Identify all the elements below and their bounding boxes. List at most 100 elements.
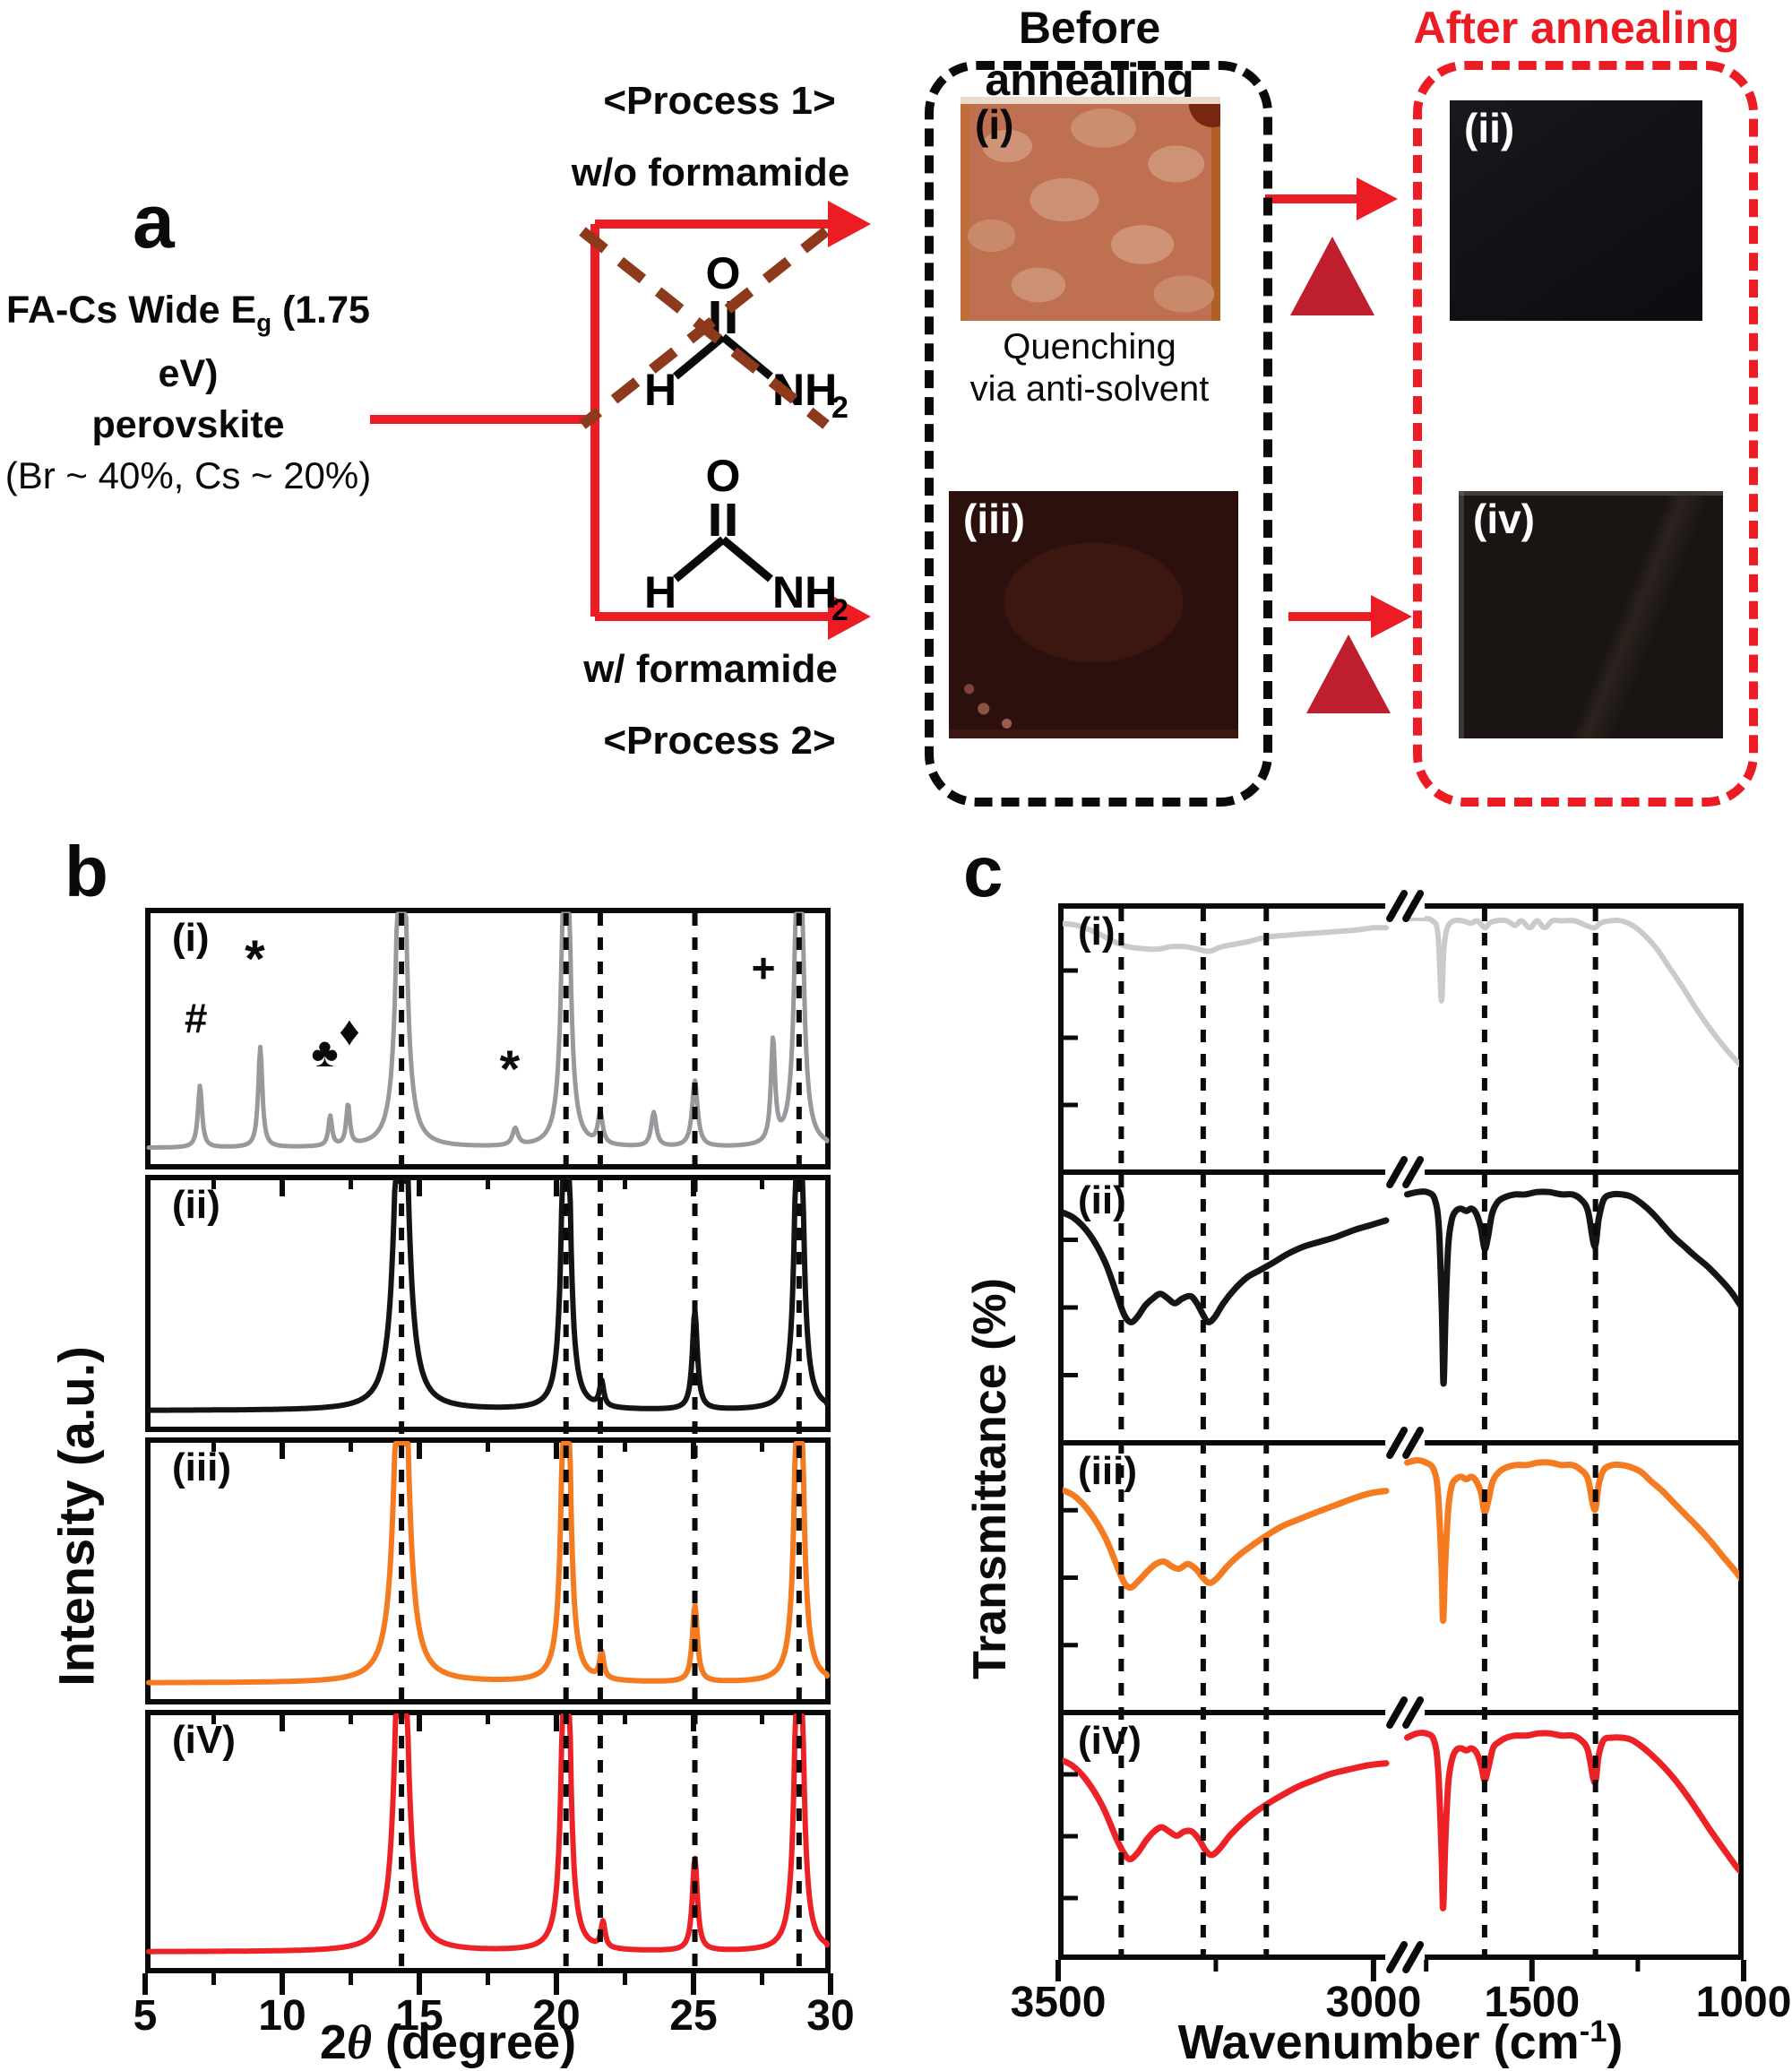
axis-break-slash-icon [1386, 1427, 1409, 1459]
ftir-plot-svg: 3500 3000 1500 1000 [1011, 890, 1791, 2026]
ftir-curve-(ii)-right [1404, 1188, 1739, 1387]
axis-break-slash-icon [1402, 890, 1425, 922]
ftir-curve-group-(ii) [1063, 1188, 1739, 1387]
axis-break-slash-icon [1386, 1941, 1409, 1973]
film-ii-label: (ii) [1464, 105, 1515, 151]
axis-break-slash-icon [1386, 1156, 1409, 1188]
caption-line-1: Quenching [1003, 327, 1176, 367]
ftir-curve-(iii)-right [1404, 1457, 1739, 1624]
ftir-curve-(iii)-left [1063, 1487, 1390, 1592]
xrd-trace-label-iv: (iV) [172, 1718, 236, 1762]
process1-condition: w/o formamide [571, 151, 850, 194]
molecule2-NH: NH [772, 567, 837, 617]
anneal-arrowhead-top-icon [1357, 177, 1398, 220]
before-annealing-box [925, 61, 1272, 807]
formamide-structure-1: O H NH 2 [579, 227, 849, 429]
ftir-tick-label-3500: 3500 [1011, 1979, 1107, 2026]
ftir-curve-group-(iii) [1063, 1457, 1739, 1624]
xrd-symbol-3-diamond: ♦ [339, 1007, 360, 1055]
xrd-subpanel-frame-(i) [145, 908, 831, 1169]
ftir-curve-group-(iv) [1063, 1730, 1739, 1911]
axis-break-slash-icon [1402, 1941, 1425, 1973]
axis-break-slash-icon [1386, 890, 1409, 922]
ftir-curve-(i)-right [1404, 915, 1739, 1068]
after-annealing-title: After annealing [1413, 3, 1740, 53]
film-iv-label: (iv) [1473, 496, 1535, 542]
molecule1-NH-sub2: 2 [831, 391, 849, 425]
xrd-symbol-1-asterisk: * [245, 930, 265, 989]
source-line3: (Br ~ 40%, Cs ~ 20%) [4, 453, 372, 496]
molecule1-O: O [706, 248, 741, 298]
xrd-tick-label-30: 30 [806, 1992, 854, 2040]
process2-title: <Process 2> [603, 719, 836, 763]
ftir-curve-(iv)-right [1404, 1730, 1739, 1911]
heat-triangles [1290, 237, 1391, 713]
process2-condition: w/ formamide [583, 647, 838, 691]
xrd-curve-(ii) [146, 1178, 830, 1413]
ftir-trace-label-iii: (iii) [1078, 1449, 1137, 1493]
heat-triangle-top-icon [1290, 237, 1374, 315]
axis-break-slash-icon [1402, 1696, 1425, 1729]
anneal-arrowhead-bottom-icon [1371, 595, 1412, 638]
molecule2-O: O [706, 451, 741, 501]
crossed-out-x-icon [579, 227, 830, 429]
ftir-tick-label-1500: 1500 [1484, 1979, 1580, 2026]
molecule2-bond-N [720, 536, 773, 582]
molecule2-H: H [644, 567, 676, 617]
film-photo-iii-before-w-formamide: (iii) [949, 491, 1238, 738]
ftir-tick-label-3000: 3000 [1326, 1979, 1422, 2026]
panel-b-letter: b [65, 832, 108, 911]
heat-triangle-bottom-icon [1306, 634, 1391, 713]
xrd-subpanel-frame-(iii) [145, 1437, 831, 1704]
xrd-symbol-5-plus: + [751, 945, 776, 992]
ftir-x-axis-title: Wavenumber (cm-1) [1177, 2015, 1624, 2069]
xrd-curve-(i) [146, 911, 830, 1151]
xrd-trace-label-ii: (ii) [172, 1183, 220, 1227]
ftir-y-axis-title: Transmittance (%) [964, 1278, 1016, 1679]
molecule1-bond-H [673, 333, 726, 380]
ftir-trace-label-ii: (ii) [1078, 1178, 1126, 1222]
caption-line-2: via anti-solvent [969, 369, 1210, 409]
xrd-curve-(iv) [146, 1713, 830, 1955]
molecule2-bond-H [673, 536, 726, 582]
molecule1-H: H [644, 365, 676, 415]
quenching-caption: Quenching via anti-solvent [925, 326, 1254, 410]
xrd-x-axis-title: 2θ (degree) [319, 2015, 577, 2069]
red-arrowheads [828, 177, 1412, 640]
xrd-tick-label-20: 20 [532, 1992, 580, 2040]
xrd-tick-label-15: 15 [395, 1992, 443, 2040]
ftir-tick-label-1000: 1000 [1696, 1979, 1792, 2026]
formamide-structure-2: O H NH 2 [644, 451, 849, 627]
xrd-tick-label-25: 25 [669, 1992, 717, 2040]
xrd-symbol-2-club: ♣ [311, 1028, 339, 1075]
xrd-y-axis-title: Intensity (a.u.) [47, 1346, 105, 1687]
process1-title: <Process 1> [603, 79, 836, 123]
theta-symbol: θ [346, 2015, 372, 2069]
process2-arrowhead-icon [828, 593, 871, 640]
ftir-trace-label-i: (i) [1078, 910, 1116, 954]
film-photo-ii-after-wo-formamide: (ii) [1450, 100, 1702, 321]
xrd-symbol-0-hash: # [184, 994, 208, 1041]
film-iii-label: (iii) [963, 496, 1025, 542]
xrd-tick-label-5: 5 [134, 1992, 158, 2040]
ftir-trace-label-iv: (iV) [1078, 1719, 1142, 1763]
film-photo-iv-after-w-formamide: (iv) [1459, 491, 1723, 738]
source-line2: perovskite [91, 402, 285, 446]
film-photo-i-before-wo-formamide: (i) [961, 97, 1220, 321]
source-line1: FA-Cs Wide Eg (1.75 eV) [6, 289, 370, 395]
perovskite-source-text: FA-Cs Wide Eg (1.75 eV) perovskite (Br ~… [0, 285, 376, 501]
panel-a-letter: a [133, 179, 175, 263]
cm-inverse-sup: -1 [1579, 2015, 1607, 2049]
axis-break-slash-icon [1402, 1427, 1425, 1459]
molecule2-NH-sub2: 2 [831, 593, 849, 627]
axis-break-slash-icon [1402, 1156, 1425, 1188]
xrd-subpanel-frame-(ii) [145, 1175, 831, 1432]
xrd-tick-label-10: 10 [258, 1992, 306, 2040]
ftir-curve-(iv)-left [1063, 1756, 1390, 1863]
xrd-plot-svg: 5 10 15 20 25 30 [134, 908, 855, 2040]
panel-c-letter: c [963, 832, 1004, 911]
process1-arrowhead-icon [828, 201, 871, 247]
after-annealing-box [1413, 61, 1758, 807]
axis-break-slash-icon [1386, 1696, 1409, 1729]
